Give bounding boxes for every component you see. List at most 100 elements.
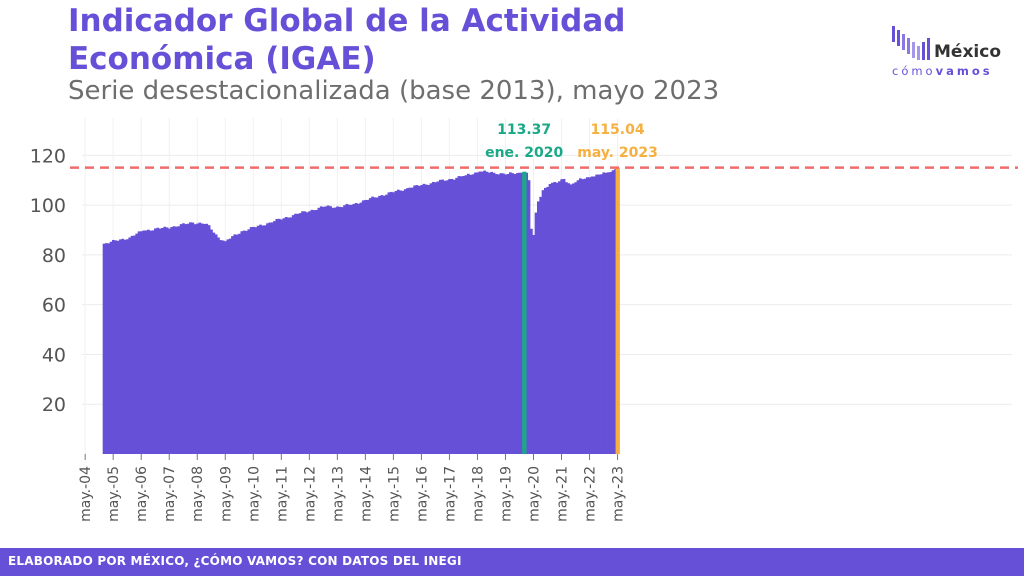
bar bbox=[287, 217, 290, 454]
bar bbox=[581, 179, 585, 454]
bar bbox=[462, 176, 465, 454]
logo-subtitle-bold: vamos bbox=[935, 64, 993, 78]
x-tick-label: may.-13 bbox=[330, 466, 346, 522]
bar bbox=[284, 217, 288, 454]
bar bbox=[595, 174, 599, 454]
logo-subtitle: cómovamos bbox=[892, 64, 993, 78]
y-tick-label: 100 bbox=[30, 195, 66, 217]
bar bbox=[501, 173, 505, 455]
bar bbox=[158, 228, 162, 454]
highlight-bar-jan-2020 bbox=[522, 171, 527, 455]
bar bbox=[394, 190, 398, 454]
bar bbox=[259, 224, 262, 454]
bar bbox=[466, 173, 470, 454]
bar bbox=[565, 182, 568, 454]
bar bbox=[266, 223, 269, 454]
bar bbox=[277, 218, 281, 454]
bar bbox=[144, 230, 148, 454]
bar bbox=[611, 170, 615, 454]
bar bbox=[172, 226, 176, 454]
bar bbox=[329, 206, 332, 454]
bar bbox=[170, 227, 174, 454]
annotation-value-jan-2020: 113.37 bbox=[497, 122, 551, 138]
bar bbox=[315, 209, 318, 454]
bar bbox=[324, 206, 328, 454]
annotation-date-may-2023: may. 2023 bbox=[577, 145, 658, 161]
chart-title-line-2: Económica (IGAE) bbox=[68, 41, 376, 77]
bar bbox=[536, 201, 540, 454]
bar-series bbox=[102, 167, 620, 455]
bar bbox=[551, 182, 554, 454]
bar bbox=[116, 240, 120, 454]
bar bbox=[544, 187, 547, 454]
logo-wordmark: México bbox=[934, 42, 1001, 62]
bar bbox=[529, 228, 533, 454]
bar bbox=[200, 223, 204, 454]
bar bbox=[268, 222, 272, 454]
bar bbox=[562, 178, 566, 454]
bar bbox=[483, 170, 487, 454]
bar bbox=[422, 183, 426, 455]
bar bbox=[303, 211, 307, 454]
bar bbox=[399, 190, 402, 454]
bar bbox=[518, 172, 522, 454]
bar bbox=[443, 180, 447, 454]
bar bbox=[289, 217, 293, 454]
y-tick-label: 80 bbox=[42, 245, 66, 267]
bar bbox=[273, 221, 276, 454]
bar bbox=[420, 185, 423, 454]
bar bbox=[387, 192, 391, 454]
footer-credit: ELABORADO POR MÉXICO, ¿CÓMO VAMOS? CON D… bbox=[8, 554, 462, 568]
chart-overlays: 113.37 ene. 2020 115.04 may. 2023 bbox=[70, 122, 1018, 455]
bar bbox=[424, 184, 428, 455]
bar bbox=[193, 224, 197, 454]
bar bbox=[513, 174, 517, 454]
bar bbox=[378, 195, 381, 454]
bar bbox=[163, 226, 167, 454]
bar bbox=[403, 189, 407, 454]
bar bbox=[464, 175, 468, 454]
bar bbox=[275, 218, 279, 454]
bar bbox=[114, 240, 118, 454]
bar bbox=[525, 172, 529, 454]
bar bbox=[109, 241, 113, 454]
bar bbox=[203, 223, 206, 454]
bar bbox=[186, 223, 190, 454]
bar bbox=[165, 227, 169, 454]
bar bbox=[434, 182, 437, 454]
bar bbox=[282, 218, 286, 454]
bar bbox=[182, 223, 185, 454]
bar bbox=[469, 174, 472, 454]
bar bbox=[219, 240, 223, 454]
bar bbox=[459, 176, 463, 454]
bar bbox=[161, 227, 164, 454]
bar bbox=[572, 183, 575, 454]
bar bbox=[137, 231, 141, 454]
bar bbox=[254, 227, 258, 454]
bar bbox=[189, 222, 192, 454]
bar bbox=[294, 213, 297, 454]
bar bbox=[609, 171, 613, 454]
x-tick-label: may.-22 bbox=[583, 466, 599, 522]
bar bbox=[604, 172, 608, 454]
bar bbox=[427, 185, 430, 454]
x-tick-label: may.-20 bbox=[526, 466, 542, 522]
bar bbox=[497, 174, 501, 454]
bar bbox=[490, 171, 494, 454]
bar bbox=[473, 172, 477, 454]
bars-logo-icon bbox=[892, 26, 930, 60]
bar bbox=[221, 240, 225, 454]
bar bbox=[480, 171, 484, 454]
bar bbox=[217, 237, 220, 454]
bar bbox=[350, 204, 353, 454]
bar bbox=[296, 213, 300, 454]
bar bbox=[364, 199, 367, 454]
y-tick-label: 60 bbox=[42, 295, 66, 317]
bar bbox=[263, 225, 267, 454]
x-tick-label: may.-11 bbox=[274, 466, 290, 522]
bar bbox=[140, 231, 143, 454]
x-tick-label: may.-19 bbox=[498, 466, 514, 522]
x-tick-label: may.-05 bbox=[106, 466, 122, 522]
x-tick-label: may.-17 bbox=[442, 466, 458, 522]
bar bbox=[291, 215, 295, 454]
